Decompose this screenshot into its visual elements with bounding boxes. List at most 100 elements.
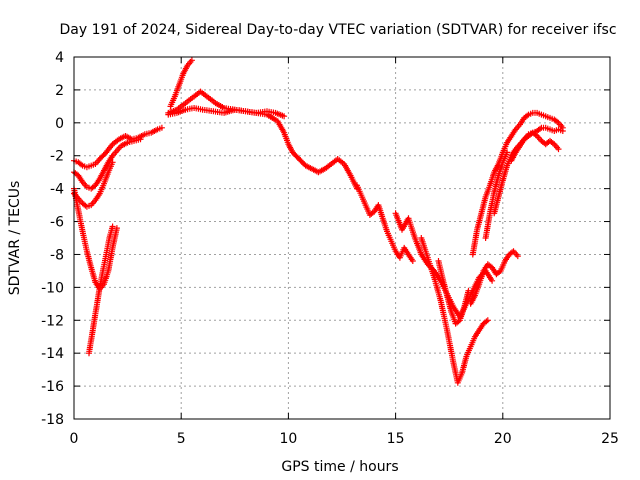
data-point <box>188 57 195 64</box>
data-point <box>96 150 108 162</box>
data-point <box>309 165 320 175</box>
data-point <box>471 328 482 340</box>
data-point <box>92 192 102 204</box>
data-point <box>463 345 473 360</box>
data-point <box>79 179 89 189</box>
data-point <box>92 157 102 167</box>
data-point <box>83 248 94 269</box>
data-point <box>418 235 431 259</box>
data-point <box>96 182 107 197</box>
x-tick-label: 0 <box>70 431 79 447</box>
data-point <box>176 72 186 88</box>
data-point <box>362 202 372 216</box>
data-point <box>476 322 486 334</box>
data-series <box>71 185 120 292</box>
data-point <box>491 162 501 176</box>
y-axis-label: SDTVAR / TECUs <box>7 181 23 296</box>
data-series <box>482 149 511 241</box>
data-point <box>484 317 491 324</box>
data-points <box>71 57 566 386</box>
chart-title: Day 191 of 2024, Sidereal Day-to-day VTE… <box>59 22 616 38</box>
data-point <box>469 228 480 258</box>
data-point <box>405 215 418 239</box>
data-point <box>131 136 142 144</box>
data-point <box>101 161 111 174</box>
data-point <box>274 118 287 134</box>
data-point <box>118 140 129 149</box>
data-point <box>431 274 444 302</box>
data-point <box>454 371 465 386</box>
data-point <box>180 63 190 77</box>
data-point <box>83 184 92 191</box>
data-point <box>538 124 547 131</box>
data-point <box>409 258 416 264</box>
x-tick-label: 25 <box>601 431 619 447</box>
data-point <box>86 338 94 357</box>
data-point <box>431 267 443 283</box>
data-point <box>281 113 288 120</box>
data-point <box>122 133 134 142</box>
data-point <box>264 111 279 124</box>
data-point <box>88 264 98 284</box>
data-point <box>482 184 493 200</box>
data-point <box>88 325 96 343</box>
data-point <box>547 126 556 134</box>
x-axis-label: GPS time / hours <box>281 459 398 475</box>
x-tick-label: 15 <box>387 431 405 447</box>
data-point <box>405 251 415 263</box>
data-point <box>517 116 527 128</box>
data-point <box>83 163 92 171</box>
data-point <box>109 223 116 230</box>
y-tick-label: -10 <box>41 280 64 296</box>
data-point <box>366 209 376 218</box>
data-point <box>101 269 111 288</box>
data-point <box>521 112 531 121</box>
data-point <box>75 207 86 233</box>
data-point <box>358 192 368 207</box>
y-tick-label: -14 <box>41 346 64 362</box>
data-point <box>497 260 508 274</box>
data-point <box>452 318 462 327</box>
data-series <box>392 210 496 320</box>
data-point <box>469 276 482 294</box>
data-point <box>508 128 518 139</box>
y-tick-label: -2 <box>50 149 64 165</box>
data-point <box>521 133 531 143</box>
data-point <box>184 58 194 69</box>
data-point <box>474 212 484 233</box>
data-series <box>418 235 491 386</box>
data-point <box>296 156 308 168</box>
data-point <box>103 142 115 156</box>
data-point <box>542 113 551 121</box>
data-point <box>321 162 333 172</box>
data-series <box>435 258 472 327</box>
data-point <box>529 129 539 138</box>
data-point <box>482 212 493 241</box>
data-point <box>116 133 127 143</box>
y-tick-label: -6 <box>50 215 64 231</box>
data-point <box>542 124 551 132</box>
data-point <box>525 130 534 138</box>
data-point <box>315 166 327 176</box>
data-point <box>90 312 99 330</box>
data-series <box>165 105 360 192</box>
data-point <box>499 151 510 166</box>
data-point <box>199 106 215 114</box>
data-point <box>328 157 340 167</box>
data-point <box>534 125 543 134</box>
data-point <box>113 144 123 154</box>
data-point <box>471 283 482 299</box>
y-tick-label: -18 <box>41 412 64 428</box>
data-point <box>489 277 496 284</box>
data-point <box>92 177 102 189</box>
data-point <box>141 130 152 138</box>
data-point <box>437 297 450 332</box>
data-series <box>71 136 144 192</box>
data-point <box>551 127 560 134</box>
data-point <box>109 149 119 159</box>
data-point <box>534 133 543 143</box>
data-point <box>191 89 202 100</box>
data-point <box>559 128 566 134</box>
data-point <box>173 101 187 113</box>
